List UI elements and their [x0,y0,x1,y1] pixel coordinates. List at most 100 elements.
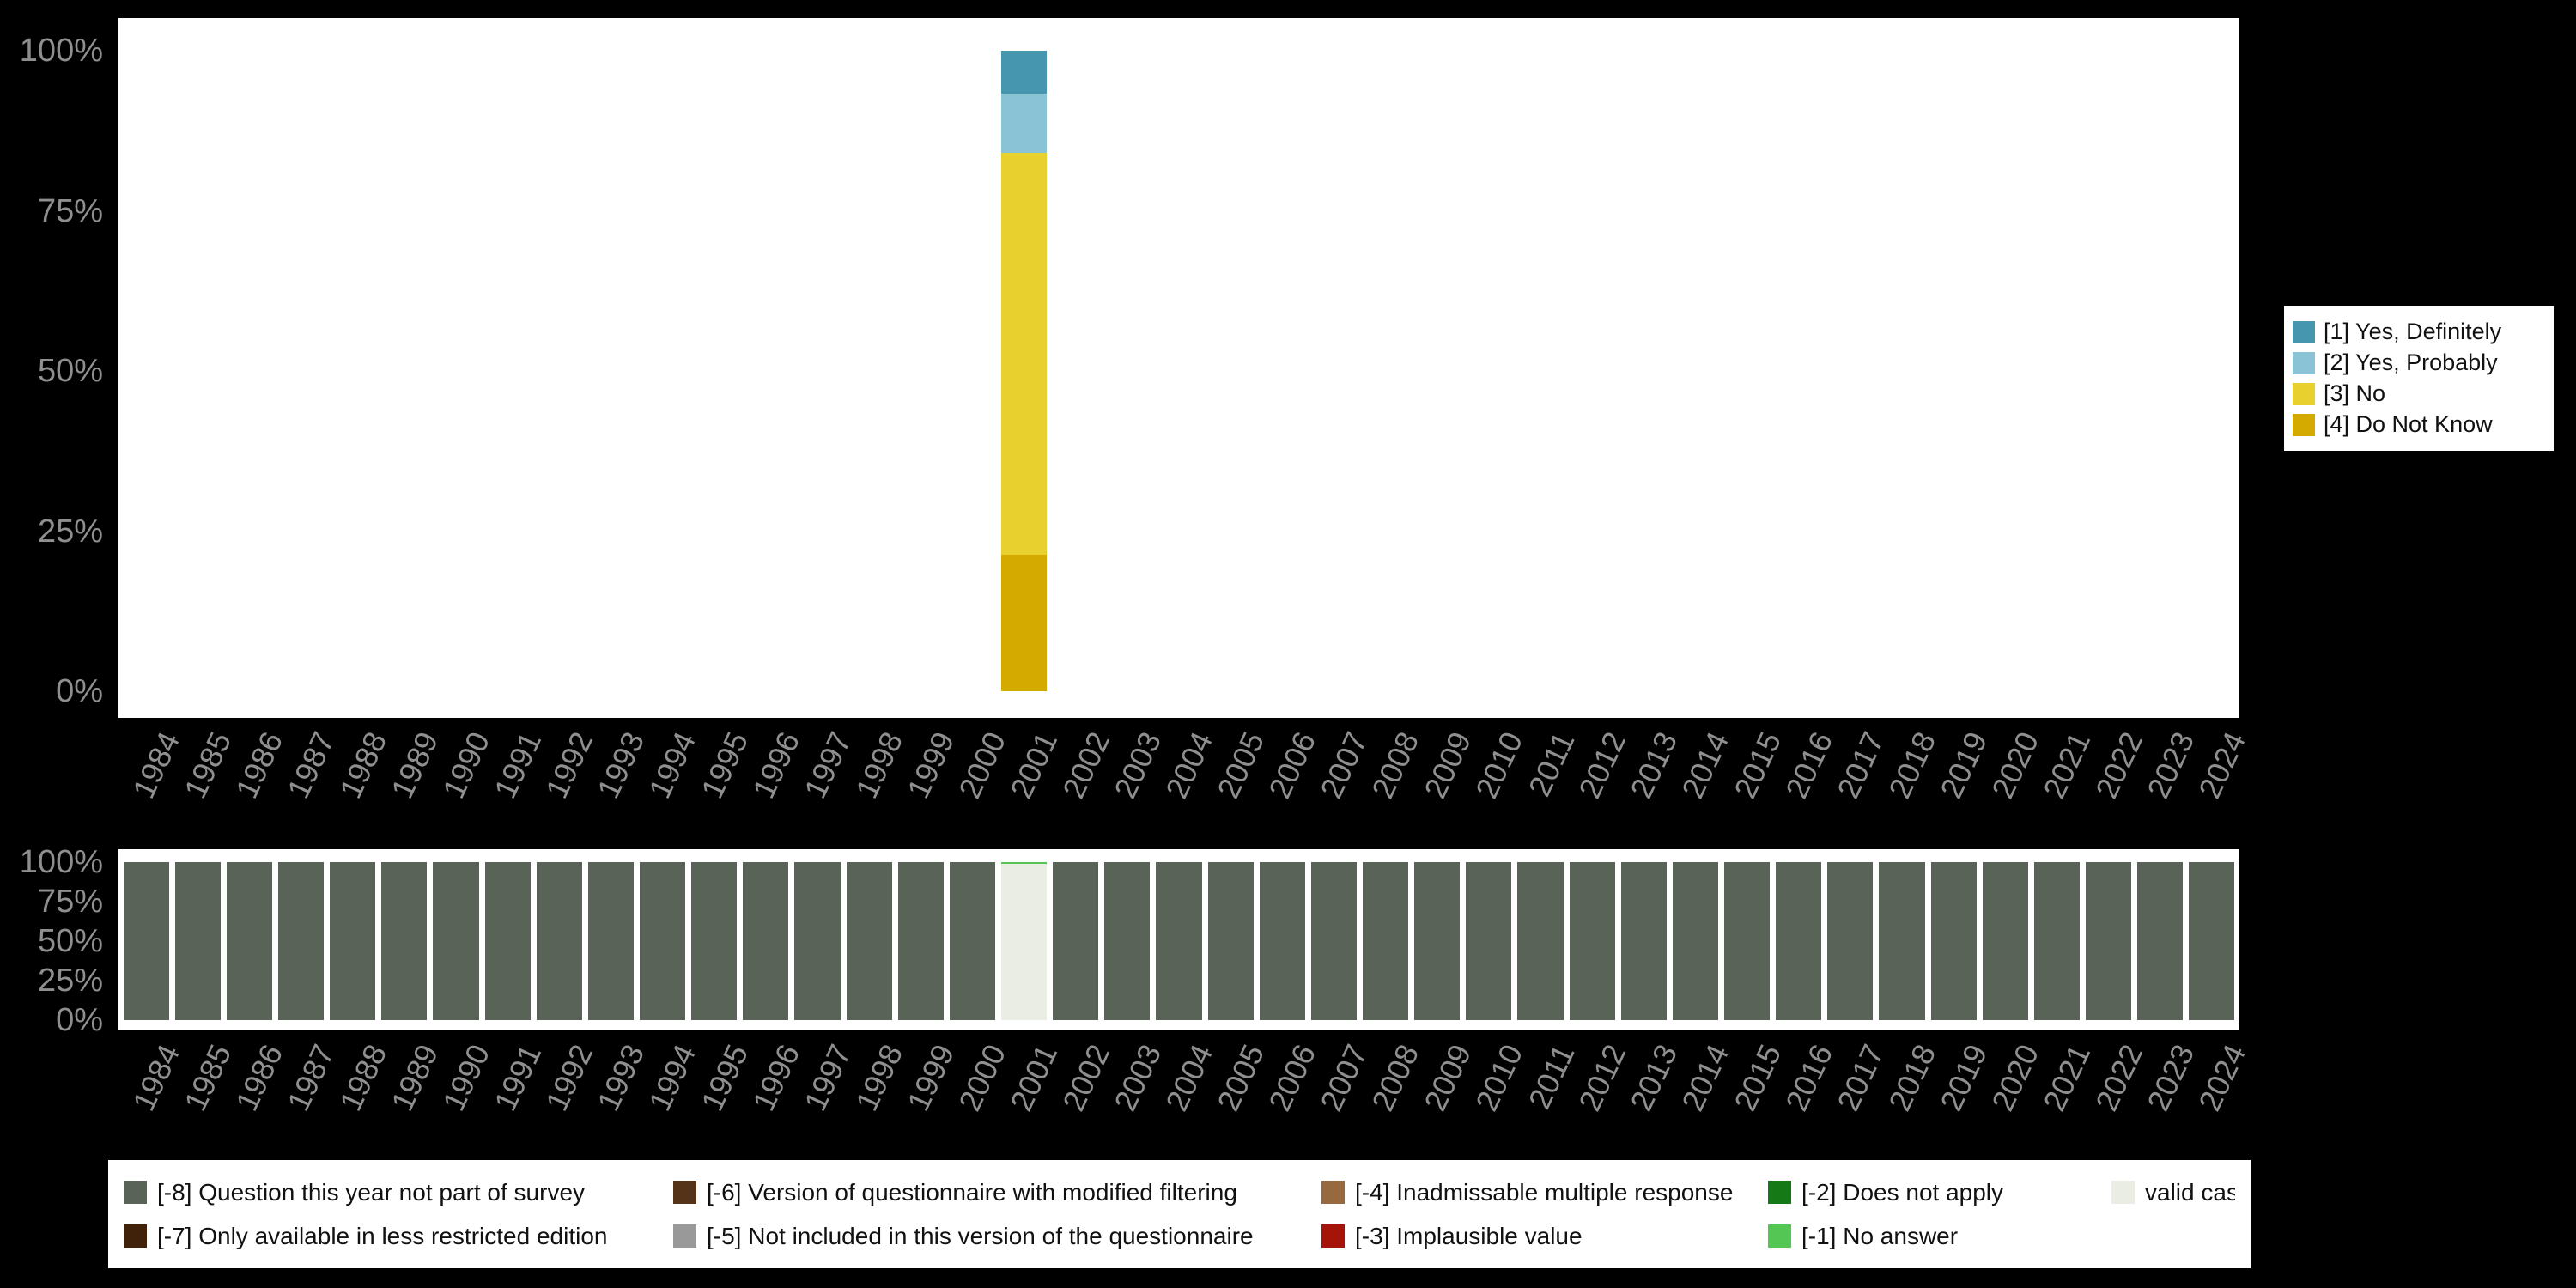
year-label: 2014 [1674,1039,1736,1116]
year-label: 2016 [1777,726,1839,804]
y-axis-tick-label: 25% [37,963,103,999]
responses-chart-plot [120,51,2238,691]
bar-segment [794,862,841,1020]
legend-swatch [2111,1181,2135,1204]
year-label: 2023 [2139,726,2201,804]
bar-segment [743,862,789,1020]
year-label: 1997 [797,1039,859,1116]
year-label: 1995 [693,1039,755,1116]
bar-segment [1982,862,2028,1020]
bar-segment [1000,93,1048,153]
legend-label: [-5] Not included in this version of the… [707,1222,1254,1249]
y-axis-tick-label: 50% [37,353,103,389]
bar-segment [1827,862,1874,1020]
missing-values-x-axis: 1984 1985 1986 1987 1988 1989 1990 1991 1992 1993… [120,1039,2252,1168]
year-label: 2009 [1416,726,1478,804]
year-label: 2018 [1881,1039,1943,1116]
year-label: 1990 [435,726,497,804]
bar-segment [1000,51,1048,94]
bar-segment [2189,862,2235,1020]
year-label: 2018 [1881,726,1943,804]
year-label: 2002 [1054,726,1116,804]
bar-segment [2137,862,2184,1020]
bar-segment [846,862,892,1020]
legend-swatch [673,1181,696,1204]
year-label: 1987 [280,1039,342,1116]
legend-label: [-8] Question this year not part of surv… [157,1178,586,1206]
year-label: 2007 [1313,726,1375,804]
responses-legend: [1] Yes, Definitely [2] Yes, Probably [3] … [2282,304,2555,453]
year-label: 1992 [538,726,600,804]
year-label: 1990 [435,1039,497,1116]
year-label: 1992 [538,1039,600,1116]
year-label: 1999 [900,726,962,804]
legend-swatch [2293,351,2315,374]
legend-swatch [2293,320,2315,343]
year-label: 2010 [1468,1039,1530,1116]
legend-swatch [2293,382,2315,405]
year-label: 1993 [590,1039,652,1116]
bar-segment [433,862,479,1020]
y-axis-tick-label: 0% [56,673,103,709]
legend-item: [-8] Question this year not part of surv… [124,1179,673,1206]
legend-swatch [673,1224,696,1248]
year-label: 1988 [331,726,393,804]
year-label: 2005 [1210,1039,1272,1116]
bar-segment [277,862,325,1020]
bar-segment [484,862,531,1020]
bar-segment [1000,863,1048,1020]
legend-item: [1] Yes, Definitely [2293,319,2545,345]
year-label: 2021 [2036,726,2098,804]
year-label: 1993 [590,726,652,804]
legend-label: valid cases [2145,1178,2235,1206]
year-label: 1998 [848,1039,910,1116]
year-label: 1987 [280,726,342,804]
bar-segment [1672,862,1719,1020]
year-label: 1991 [487,1039,549,1116]
legend-swatch [1768,1224,1791,1248]
year-label: 1985 [177,726,239,804]
year-label: 2007 [1313,1039,1375,1116]
bar-segment [330,862,376,1020]
bar-segment [536,862,582,1020]
bar-segment [1776,862,1822,1020]
bar-segment [123,862,169,1020]
y-axis-tick-label: 100% [19,33,103,69]
y-axis-tick-label: 100% [19,844,103,880]
legend-item: [-2] Does not apply [1768,1179,2111,1206]
year-label: 1994 [641,1039,703,1116]
legend-label: [-6] Version of questionnaire with modif… [707,1178,1237,1206]
legend-item: [4] Do Not Know [2293,411,2545,438]
legend-swatch [124,1181,147,1204]
legend-item: [-6] Version of questionnaire with modif… [673,1179,1321,1206]
bar-segment [174,862,221,1020]
legend-swatch [1321,1181,1345,1204]
year-label: 1989 [383,1039,445,1116]
bar-segment [1569,862,1615,1020]
year-label: 2001 [1003,726,1065,804]
legend-label: [3] No [2324,380,2386,406]
bar-segment [587,862,634,1020]
year-label: 1988 [331,1039,393,1116]
year-label: 2012 [1571,1039,1633,1116]
year-label: 2014 [1674,726,1736,804]
legend-label: [1] Yes, Definitely [2324,319,2502,344]
legend-label: [-4] Inadmissable multiple response [1355,1178,1734,1206]
year-label: 1989 [383,726,445,804]
legend-item: [2] Yes, Probably [2293,349,2545,376]
year-label: 2024 [2191,1039,2253,1116]
bar-segment [1620,862,1667,1020]
legend-item: [-7] Only available in less restricted e… [124,1223,673,1250]
bar-segment [1000,555,1048,691]
year-label: 2020 [1984,1039,2046,1116]
y-axis-tick-label: 75% [37,192,103,229]
year-label: 1986 [228,1039,290,1116]
year-label: 2004 [1158,726,1220,804]
year-label: 2019 [1933,726,1995,804]
year-label: 2002 [1054,1039,1116,1116]
missing-values-chart-plot [120,862,2238,1020]
year-label: 2008 [1364,726,1426,804]
year-label: 2005 [1210,726,1272,804]
year-label: 1985 [177,1039,239,1116]
year-label: 2017 [1830,1039,1892,1116]
